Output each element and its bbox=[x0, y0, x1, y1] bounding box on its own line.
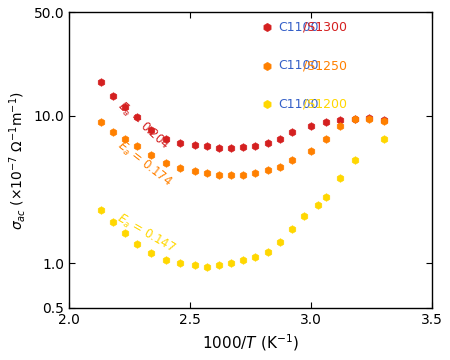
Text: $E_a$ = 0.174: $E_a$ = 0.174 bbox=[114, 138, 175, 190]
Text: C1100: C1100 bbox=[278, 59, 318, 72]
Text: C1100: C1100 bbox=[278, 98, 318, 111]
Text: /S1300: /S1300 bbox=[303, 21, 347, 34]
Text: C1100: C1100 bbox=[278, 21, 318, 34]
X-axis label: 1000/$\it{T}$ (K$^{-1}$): 1000/$\it{T}$ (K$^{-1}$) bbox=[202, 332, 299, 353]
Text: $E_a$ = 0.204: $E_a$ = 0.204 bbox=[113, 99, 171, 153]
Text: $E_a$ = 0.147: $E_a$ = 0.147 bbox=[114, 211, 178, 257]
Text: /S1250: /S1250 bbox=[303, 59, 347, 72]
Text: /S1200: /S1200 bbox=[303, 98, 347, 111]
Y-axis label: $\sigma_{ac}$ ($\times$10$^{-7}$ Ω$^{-1}$m$^{-1}$): $\sigma_{ac}$ ($\times$10$^{-7}$ Ω$^{-1}… bbox=[7, 91, 28, 230]
